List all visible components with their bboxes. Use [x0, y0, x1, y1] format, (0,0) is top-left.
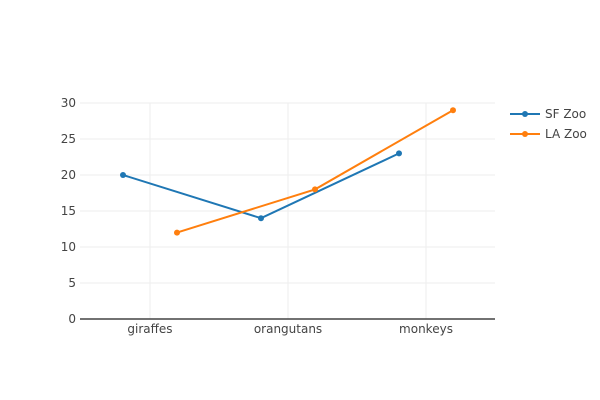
data-point-sf-zoo-orangutans[interactable] [258, 215, 264, 222]
series-line-sf-zoo [122, 152, 400, 220]
y-tick-label: 20 [61, 168, 76, 182]
legend-item-la-zoo[interactable]: LA Zoo [510, 127, 587, 141]
axes: 0 5 10 15 20 25 30 giraffes orangutans monkeys [61, 96, 495, 336]
y-tick-label: 30 [61, 96, 76, 110]
y-tick-label: 15 [61, 204, 76, 218]
series-lines [120, 107, 456, 236]
legend-swatch-marker [522, 111, 528, 117]
legend-swatch-marker [522, 131, 528, 137]
x-tick-label-giraffes: giraffes [127, 322, 172, 336]
gridlines [80, 102, 495, 319]
y-tick-label: 25 [61, 132, 76, 146]
data-point-la-zoo-monkeys[interactable] [450, 107, 456, 114]
series-line-la-zoo [176, 109, 454, 234]
y-tick-label: 5 [68, 276, 76, 290]
legend[interactable]: SF Zoo LA Zoo [510, 107, 587, 141]
y-tick-label: 10 [61, 240, 76, 254]
legend-label: LA Zoo [545, 127, 587, 141]
data-point-sf-zoo-giraffes[interactable] [120, 172, 126, 178]
legend-item-sf-zoo[interactable]: SF Zoo [510, 107, 586, 121]
x-tick-label-monkeys: monkeys [399, 322, 453, 336]
x-tick-label-orangutans: orangutans [254, 322, 322, 336]
data-point-sf-zoo-monkeys[interactable] [396, 150, 402, 157]
legend-label: SF Zoo [545, 107, 586, 121]
data-point-la-zoo-giraffes[interactable] [174, 229, 180, 236]
y-tick-label: 0 [68, 312, 76, 326]
data-point-la-zoo-orangutans[interactable] [312, 186, 318, 193]
